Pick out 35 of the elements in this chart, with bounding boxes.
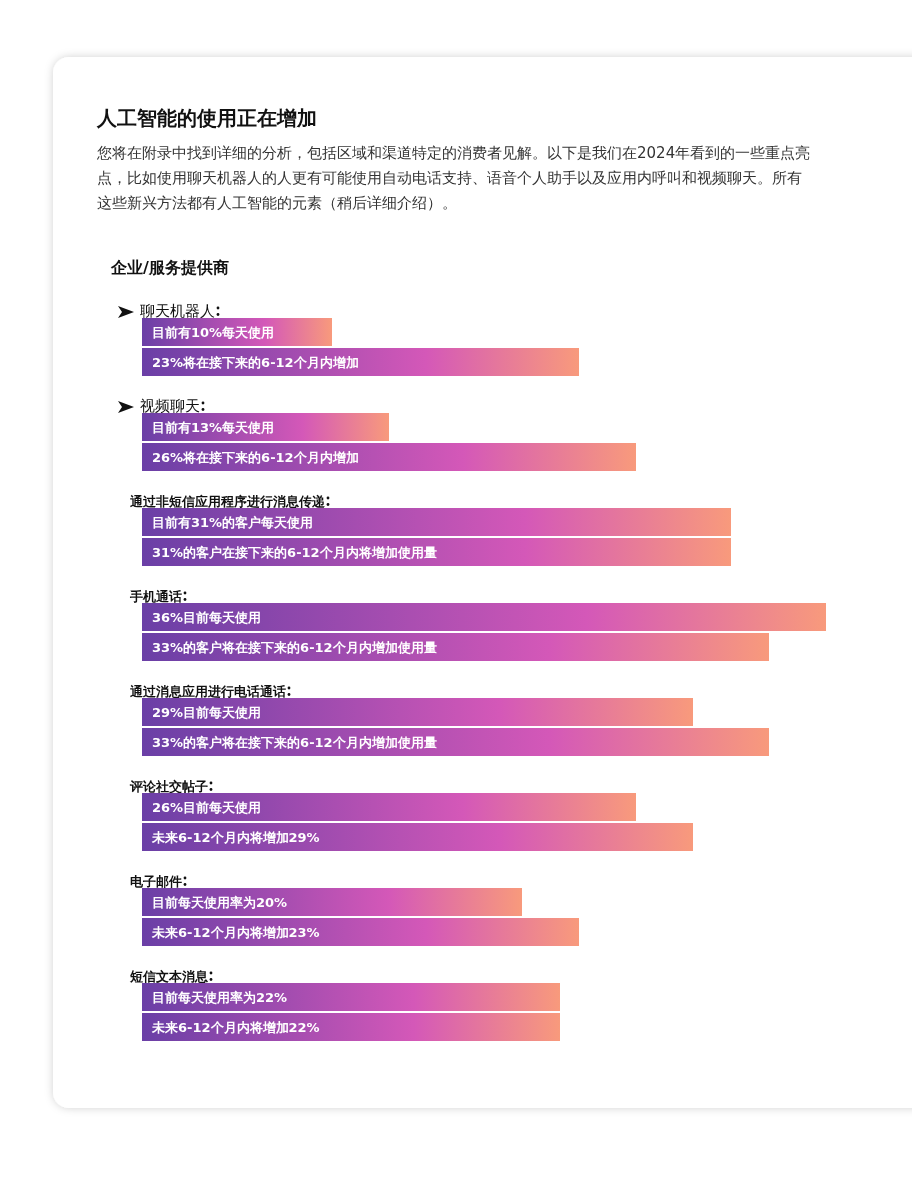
data-label: 目前有10%每天使用 [152, 325, 275, 340]
data-label: 31%的客户在接下来的6-12个月内将增加使用量 [152, 545, 437, 560]
y-tick-label: 评论社交帖子 [129, 779, 208, 794]
chart-subtitle: 您将在附录中找到详细的分析，包括区域和渠道特定的消费者见解。以下是我们在2024年看到的一些重点亮点，比如使用聊天机器人的人更有可能使用自动电话支持、语音个人助手以及应用内呼叫和视频聊天。所有这些新兴方法都有人工智能的元素（稍后详细介绍）。 [96, 144, 811, 212]
bar [142, 1013, 560, 1041]
data-label: 33%的客户将在接下来的6-12个月内增加使用量 [152, 735, 437, 750]
bar [142, 918, 579, 946]
y-tick-label: 短信文本消息 [129, 969, 209, 984]
data-label: 未来6-12个月内将增加23% [151, 925, 320, 940]
data-label: 目前有31%的客户每天使用 [152, 515, 314, 530]
data-label: 33%的客户将在接下来的6-12个月内增加使用量 [152, 640, 437, 655]
y-tick-label: 视频聊天 [140, 397, 200, 415]
y-tick-label: 通过非短信应用程序进行消息传递 [129, 494, 326, 509]
bar [142, 983, 560, 1011]
data-label: 目前每天使用率为22% [152, 990, 288, 1005]
bar [142, 508, 731, 536]
data-label: 目前每天使用率为20% [152, 895, 288, 910]
data-label: 29%目前每天使用 [152, 705, 262, 720]
chart-title: 人工智能的使用正在增加 [96, 106, 317, 130]
data-label: 未来6-12个月内将增加22% [151, 1020, 320, 1035]
bar [142, 823, 693, 851]
y-tick-label: 电子邮件 [130, 874, 182, 889]
data-label: 26%将在接下来的6-12个月内增加 [152, 450, 359, 465]
y-tick-label: 通过消息应用进行电话通话 [129, 684, 286, 699]
bar [142, 698, 693, 726]
data-label: 26%目前每天使用 [152, 800, 262, 815]
data-label: 23%将在接下来的6-12个月内增加 [152, 355, 359, 370]
data-label: 36%目前每天使用 [152, 610, 262, 625]
y-tick-label: 聊天机器人 [140, 302, 215, 320]
text: 企业/服务提供商 [110, 258, 229, 277]
bar [142, 603, 826, 631]
bar [142, 793, 636, 821]
data-label: 目前有13%每天使用 [152, 420, 275, 435]
data-label: 未来6-12个月内将增加29% [151, 830, 320, 845]
y-tick-label: 手机通话 [129, 589, 182, 604]
